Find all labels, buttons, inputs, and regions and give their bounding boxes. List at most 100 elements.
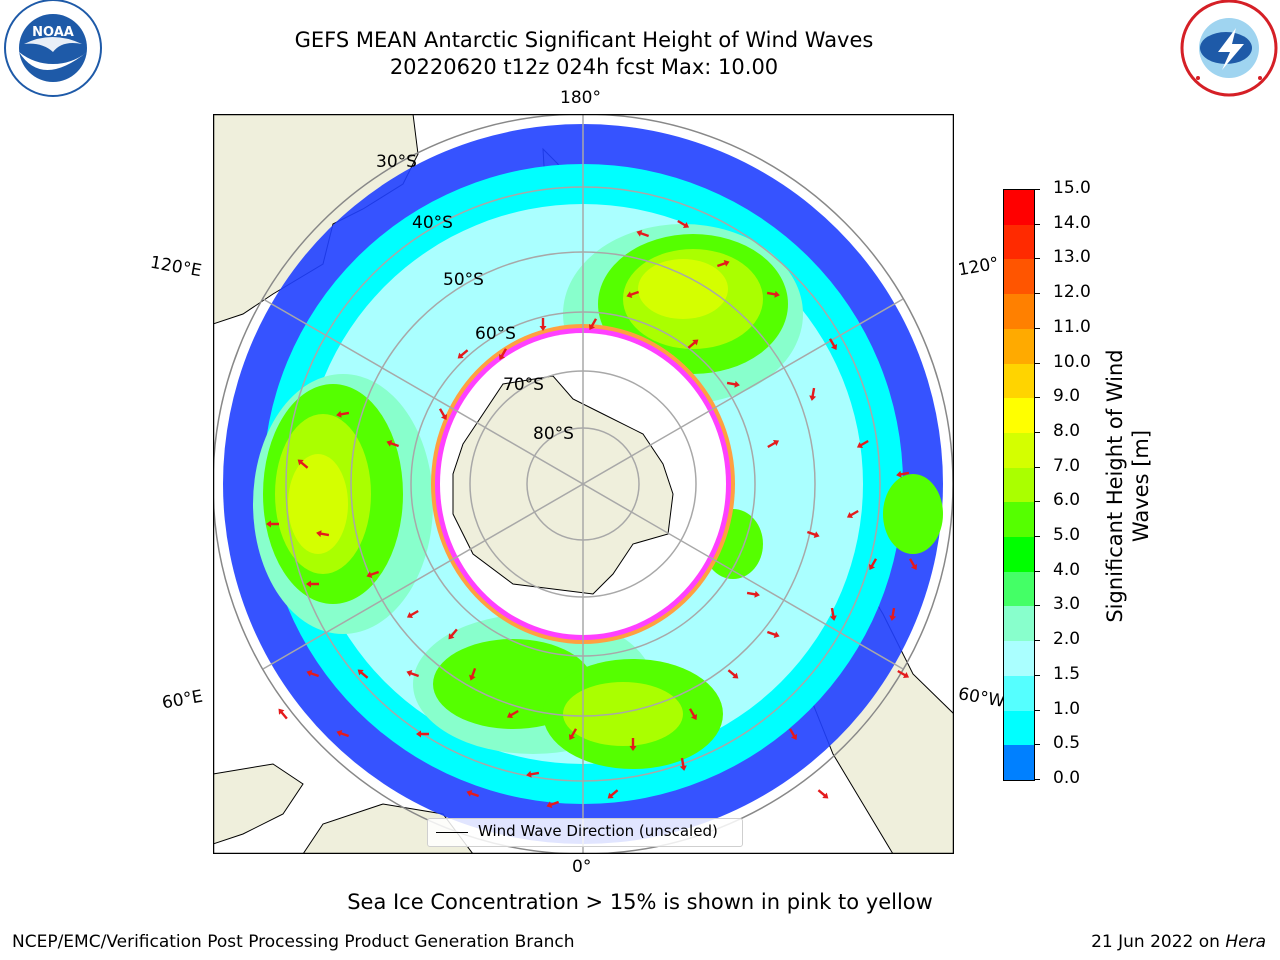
wave-direction-arrow xyxy=(336,410,350,418)
wave-direction-arrow xyxy=(896,470,910,478)
colorbar-tick-label: 11.0 xyxy=(1053,316,1091,337)
antarctica-land xyxy=(452,375,674,595)
wave-direction-arrow xyxy=(629,738,637,751)
colorbar-tick-mark xyxy=(1034,709,1040,711)
wave-direction-arrow xyxy=(498,348,508,361)
wave-direction-arrow xyxy=(766,290,780,298)
lat-label-80s: 80°S xyxy=(533,424,574,444)
legend-entry: Wind Wave Direction (unscaled) xyxy=(478,822,718,840)
footer-credit: NCEP/EMC/Verification Post Processing Pr… xyxy=(12,932,575,952)
wave-direction-arrow xyxy=(806,530,820,538)
wave-direction-arrow xyxy=(889,607,897,621)
wave-direction-arrow xyxy=(366,570,380,578)
map-legend: Wind Wave Direction (unscaled) xyxy=(427,818,743,847)
wave-direction-arrow xyxy=(526,770,540,778)
wave-direction-arrow xyxy=(539,318,547,331)
colorbar-tick-label: 5.0 xyxy=(1053,525,1081,546)
lat-label-40s: 40°S xyxy=(412,213,453,233)
lat-label-70s: 70°S xyxy=(503,375,544,395)
colorbar-band xyxy=(1004,398,1034,434)
wave-direction-arrow xyxy=(506,709,519,719)
wave-direction-arrow xyxy=(829,607,837,621)
colorbar-tick-label: 14.0 xyxy=(1053,212,1091,233)
colorbar-tick-label: 4.0 xyxy=(1053,559,1081,580)
lon-label-60w: 60°W xyxy=(956,684,1007,712)
chart-subtitle: 20220620 t12z 024h fcst Max: 10.00 xyxy=(389,55,779,79)
australia-land xyxy=(213,114,419,325)
wave-direction-arrow xyxy=(636,230,650,238)
colorbar-tick-mark xyxy=(1034,640,1040,642)
colorbar-tick-mark xyxy=(1034,744,1040,746)
sea-ice-note: Sea Ice Concentration > 15% is shown in … xyxy=(347,890,933,914)
colorbar-tick-mark xyxy=(1034,397,1040,399)
wave-direction-arrow xyxy=(297,459,309,469)
wave-direction-arrow xyxy=(386,440,400,448)
colorbar-tick-label: 10.0 xyxy=(1053,351,1091,372)
colorbar-tick-mark xyxy=(1034,570,1040,572)
colorbar-band xyxy=(1004,745,1034,781)
lon-label-120e: 120°E xyxy=(148,252,204,282)
colorbar-band xyxy=(1004,259,1034,295)
colorbar-tick-mark xyxy=(1034,501,1040,503)
wave-direction-arrow xyxy=(469,667,477,681)
footer-date-text: 21 Jun 2022 on xyxy=(1091,932,1220,952)
colorbar-tick-label: 2.0 xyxy=(1053,629,1081,650)
colorbar-label: Significant Height of Wind Waves [m] xyxy=(1103,349,1153,623)
wave-direction-arrow xyxy=(626,290,640,298)
colorbar-band xyxy=(1004,537,1034,573)
wave-direction-arrow xyxy=(588,318,598,331)
colorbar-band xyxy=(1004,502,1034,538)
footer-system: Hera xyxy=(1225,932,1266,952)
colorbar-tick-label: 1.0 xyxy=(1053,698,1081,719)
colorbar-tick-mark xyxy=(1034,536,1040,538)
colorbar-tick-mark xyxy=(1034,466,1040,468)
wave-direction-arrow xyxy=(438,408,448,421)
wave-direction-arrow xyxy=(568,728,578,741)
colorbar-tick-label: 15.0 xyxy=(1053,178,1091,198)
wave-direction-arrow xyxy=(266,520,279,528)
lat-label-60s: 60°S xyxy=(475,324,516,344)
chart-title: GEFS MEAN Antarctic Significant Height o… xyxy=(294,28,874,52)
colorbar-tick-mark xyxy=(1034,327,1040,329)
colorbar-tick-label: 7.0 xyxy=(1053,455,1081,476)
wave-direction-arrow xyxy=(316,530,330,538)
wave-direction-arrow xyxy=(466,790,480,798)
wave-direction-arrow xyxy=(457,349,469,359)
wave-direction-arrow xyxy=(766,630,780,638)
wave-direction-arrow xyxy=(406,670,420,678)
colorbar-tick-label: 9.0 xyxy=(1053,386,1081,407)
wave-direction-arrow xyxy=(448,628,458,640)
colorbar-tick-mark xyxy=(1034,362,1040,364)
wind-wave-arrows xyxy=(266,219,918,808)
colorbar-band xyxy=(1004,710,1034,746)
lat-label-30s: 30°S xyxy=(376,152,417,172)
colorbar-band xyxy=(1004,432,1034,469)
colorbar-tick-mark xyxy=(1034,674,1040,676)
lon-label-180: 180° xyxy=(560,88,601,108)
wave-direction-arrow xyxy=(726,380,740,388)
wave-direction-arrow xyxy=(679,757,687,771)
colorbar-band xyxy=(1004,224,1034,260)
colorbar-tick-mark xyxy=(1034,189,1040,190)
wave-direction-arrow xyxy=(688,708,698,721)
colorbar-tick-label: 0.5 xyxy=(1053,733,1081,754)
noaa-logo-text: NOAA xyxy=(32,25,74,40)
colorbar-tick-label: 8.0 xyxy=(1053,420,1081,441)
graticule xyxy=(213,114,954,854)
colorbar-band xyxy=(1004,363,1034,399)
colorbar-band xyxy=(1004,328,1034,365)
wave-direction-arrow xyxy=(607,789,619,799)
wave-direction-arrow xyxy=(817,789,829,799)
colorbar-band xyxy=(1004,467,1034,503)
colorbar-tick-mark xyxy=(1034,293,1040,295)
wave-direction-arrow xyxy=(897,669,910,679)
colorbar-tick-label: 1.5 xyxy=(1053,663,1081,684)
footer-date: 21 Jun 2022 on Hera xyxy=(1091,932,1266,952)
lon-label-0: 0° xyxy=(572,857,592,877)
wave-direction-arrow xyxy=(788,728,798,741)
colorbar-band xyxy=(1004,606,1034,642)
legend-line-swatch xyxy=(436,832,468,833)
wave-direction-arrow xyxy=(856,439,869,449)
noaa-logo: NOAA xyxy=(4,0,102,97)
wave-direction-arrow xyxy=(716,260,730,268)
